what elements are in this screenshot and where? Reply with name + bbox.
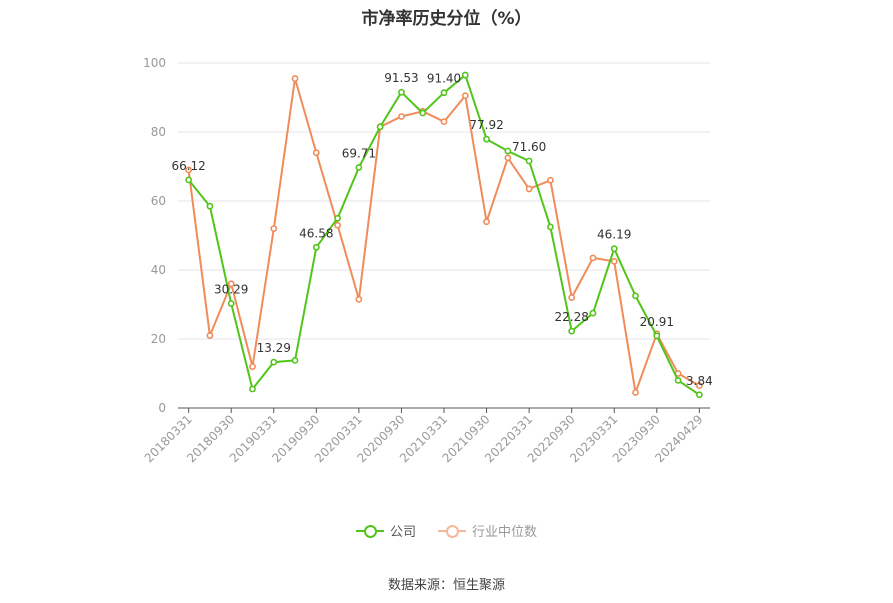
data-point [461, 92, 469, 100]
data-point [547, 223, 554, 231]
legend-swatch [355, 524, 384, 538]
data-point [270, 225, 278, 232]
data-point [589, 254, 597, 262]
data-point [525, 185, 533, 193]
data-point [419, 109, 427, 117]
data-point [206, 332, 214, 339]
data-label: 91.53 [384, 71, 418, 85]
data-point [504, 154, 512, 162]
legend: 公司 行业中位数 [0, 521, 893, 540]
data-point [525, 157, 533, 165]
data-point [334, 221, 341, 229]
y-tick-label: 20 [151, 332, 166, 346]
axis-layer: 0204060801002018033120180930201903312019… [142, 56, 710, 465]
data-point [674, 376, 682, 384]
data-point [355, 295, 363, 303]
data-label: 69.71 [342, 147, 376, 161]
data-point [270, 358, 278, 366]
data-point [249, 363, 256, 370]
data-point [355, 164, 363, 171]
y-tick-label: 40 [151, 263, 166, 277]
data-point [632, 292, 639, 300]
chart-title: 市净率历史分位（%） [361, 9, 532, 29]
data-point [695, 391, 703, 399]
data-point [504, 147, 512, 155]
y-tick-label: 80 [151, 125, 166, 139]
data-point [185, 166, 193, 174]
data-label: 91.40 [427, 72, 461, 86]
data-point [376, 123, 384, 131]
data-label: 13.29 [257, 341, 291, 355]
data-point [695, 382, 703, 389]
data-point [483, 135, 490, 143]
data-label: 20.91 [640, 315, 674, 329]
data-point [568, 294, 576, 301]
y-tick-label: 0 [158, 401, 166, 415]
data-point [398, 113, 405, 120]
data-point [589, 309, 597, 317]
data-point [334, 214, 341, 222]
data-point [206, 202, 214, 210]
data-point [227, 280, 235, 288]
data-point [249, 385, 256, 393]
data-label: 46.58 [299, 226, 333, 240]
legend-label: 公司 [389, 525, 416, 540]
data-label: 3.84 [686, 374, 713, 388]
data-source-note: 数据来源：恒生聚源 [387, 578, 505, 593]
data-point [461, 71, 469, 79]
data-label: 71.60 [512, 140, 546, 154]
y-tick-label: 60 [151, 194, 166, 208]
legend-label: 行业中位数 [472, 525, 538, 540]
y-tick-label: 100 [143, 56, 166, 70]
data-point [483, 218, 490, 226]
data-label: 22.28 [555, 310, 589, 324]
data-point [440, 89, 448, 97]
legend-item-industry-median[interactable]: 行业中位数 [438, 521, 537, 540]
data-point [398, 88, 405, 96]
data-point [227, 300, 235, 307]
data-point [547, 176, 554, 184]
data-point [312, 149, 320, 157]
legend-item-company[interactable]: 公司 [355, 521, 416, 540]
data-point [610, 245, 618, 253]
legend-swatch [438, 524, 466, 538]
data-point [291, 356, 299, 364]
data-point [653, 332, 661, 340]
data-point [568, 327, 576, 335]
data-label: 77.92 [469, 118, 503, 132]
data-point [440, 118, 448, 126]
data-point [632, 389, 639, 396]
data-point [291, 75, 299, 82]
data-label: 66.12 [171, 159, 205, 173]
data-point [610, 257, 618, 265]
data-label: 30.29 [214, 282, 248, 296]
grid-layer [178, 62, 710, 340]
data-label-layer: 66.12 30.29 13.29 46.58 69.71 91.53 91.40 77.92… [171, 71, 712, 388]
series-layer [185, 71, 703, 399]
data-point [312, 243, 320, 251]
data-point [185, 176, 193, 184]
data-label: 46.19 [597, 228, 631, 242]
